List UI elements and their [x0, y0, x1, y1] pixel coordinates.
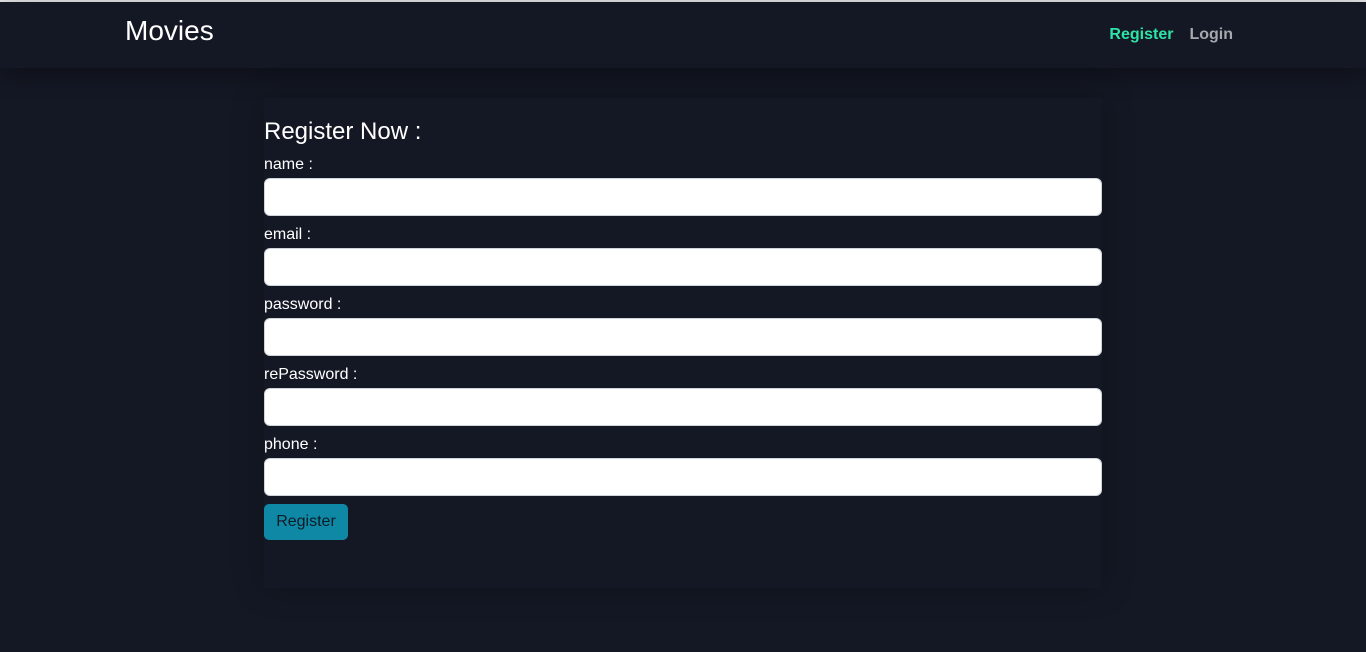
password-input[interactable]: [264, 318, 1102, 356]
name-label: name :: [264, 156, 313, 173]
navbar: Movies Register Login: [0, 2, 1366, 68]
password-label: password :: [264, 296, 342, 313]
phone-label: phone :: [264, 436, 318, 453]
repassword-input[interactable]: [264, 388, 1102, 426]
brand-logo[interactable]: Movies: [125, 15, 214, 46]
nav-link-register[interactable]: Register: [1109, 26, 1174, 43]
email-label: email :: [264, 226, 312, 243]
name-input[interactable]: [264, 178, 1102, 216]
register-button[interactable]: Register: [264, 504, 348, 540]
phone-input[interactable]: [264, 458, 1102, 496]
nav-link-login[interactable]: Login: [1189, 26, 1233, 43]
window-top-border: [0, 0, 1366, 2]
repassword-label: rePassword :: [264, 366, 358, 383]
nav-links: Register Login: [1109, 26, 1233, 44]
form-title: Register Now :: [264, 118, 422, 145]
email-input[interactable]: [264, 248, 1102, 286]
